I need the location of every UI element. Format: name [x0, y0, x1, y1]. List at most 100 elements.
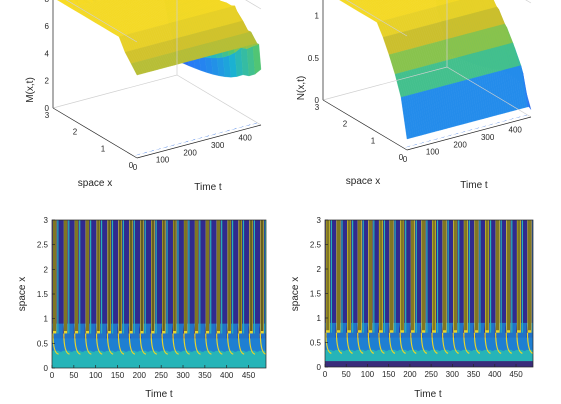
surface-body — [339, 0, 532, 148]
surface-body — [56, 0, 262, 156]
t-tick-label: 0 — [133, 163, 138, 172]
contour-curve — [505, 332, 513, 354]
contour-curve — [205, 333, 212, 355]
contour-band — [325, 361, 533, 367]
contour-curve — [237, 333, 245, 355]
contour-curve — [216, 333, 223, 355]
ripple-mark — [514, 116, 521, 119]
surface-axes — [52, 0, 262, 159]
contour-curve — [357, 332, 364, 354]
ripple-mark — [175, 142, 182, 145]
x-tick-label: 150 — [382, 370, 396, 379]
z-axis-label: M(x,t) — [25, 77, 36, 103]
x-tick-label: 100 — [361, 370, 375, 379]
surface-patch — [130, 62, 140, 76]
x-axis-line — [52, 107, 138, 159]
ripple-mark — [148, 149, 155, 153]
box-edge — [52, 74, 262, 126]
contour-plot-right: 0 50 100 150 200 250 300 350 400 450 0 0.5 1 1.5 2 2.5 3… — [290, 216, 534, 400]
x-axis-label: Time t — [414, 389, 442, 400]
contour-plot-left: 0 50 100 150 200 250 300 350 400 450 0 0.5 1 1.5 2 2.5 3… — [17, 216, 267, 400]
z-axis-label: N(x,t) — [296, 76, 307, 100]
t-axis-label: Time t — [194, 182, 222, 193]
x-tick-label: 150 — [111, 371, 125, 380]
x-axis-label: Time t — [145, 389, 173, 400]
y-tick-label: 0 — [44, 364, 49, 373]
ripple-mark — [452, 132, 459, 135]
x-tick-label: 0 — [323, 370, 328, 379]
t-tick-label: 300 — [481, 133, 495, 142]
t-tick-label: 400 — [509, 126, 523, 135]
contour-curve — [128, 333, 136, 355]
ripple-mark — [466, 129, 473, 132]
ripple-mark — [459, 130, 466, 134]
ripple-mark — [480, 125, 487, 128]
z-tick-label: 0 — [45, 104, 50, 113]
x-tick-label: 350 — [198, 371, 212, 380]
z-tick-label: 4 — [45, 49, 50, 58]
contour-curve — [194, 333, 201, 355]
contour-curve — [378, 332, 385, 354]
x-tick-label: 3 — [45, 111, 50, 120]
contour-curve — [473, 332, 481, 354]
contour-curve — [139, 333, 147, 355]
t-axis-line — [406, 116, 532, 151]
y-tick-label: 2 — [317, 265, 322, 274]
t-tick-label: 0 — [403, 155, 408, 164]
ripple-mark — [244, 124, 251, 127]
ripple-mark — [418, 141, 425, 145]
x-tick-label: 0 — [129, 161, 134, 170]
y-tick-label: 3 — [44, 216, 49, 225]
t-tick-label: 100 — [156, 156, 170, 165]
ripple-mark — [494, 121, 500, 124]
x-tick-label: 200 — [133, 371, 147, 380]
ripple-mark — [217, 131, 224, 134]
t-axis-label: Time t — [460, 180, 488, 191]
x-tick-label: 3 — [315, 103, 320, 112]
contour-curve — [410, 332, 417, 354]
t-tick-label: 100 — [426, 148, 440, 157]
ripple-mark — [169, 144, 175, 147]
x-tick-label: 450 — [509, 370, 523, 379]
contour-curve — [161, 333, 168, 355]
contour-curve — [367, 332, 375, 354]
t-axis-line — [136, 124, 262, 159]
ripple-mark — [162, 146, 168, 149]
contour-curve — [388, 332, 396, 354]
contour-curve — [420, 332, 428, 354]
x-tick-label: 0 — [50, 371, 55, 380]
ripple-mark — [141, 151, 148, 154]
x-tick-label: 200 — [403, 370, 417, 379]
contour-curve — [516, 332, 523, 354]
x-tick-label: 50 — [342, 370, 351, 379]
ripple-mark — [501, 119, 507, 123]
z-tick-label: 1 — [315, 12, 320, 21]
contour-curve — [74, 333, 81, 355]
contour-curve — [63, 333, 70, 355]
x-tick-label: 2 — [343, 120, 348, 129]
x-tick-label: 250 — [155, 371, 169, 380]
x-tick-label: 300 — [446, 370, 460, 379]
y-tick-label: 2.5 — [310, 241, 322, 250]
y-axis-label: space x — [290, 277, 301, 311]
x-tick-label: 1 — [371, 136, 376, 145]
contour-curve — [452, 332, 459, 354]
ripple-mark — [404, 145, 411, 148]
ripple-mark — [432, 138, 438, 141]
contour-curve — [431, 332, 438, 354]
x-tick-label: 0 — [399, 153, 404, 162]
contour-curve — [484, 332, 491, 354]
y-tick-label: 0.5 — [310, 339, 322, 348]
ripple-mark — [224, 129, 230, 132]
y-tick-label: 1 — [317, 314, 322, 323]
contour-curve — [526, 332, 533, 354]
ripple-mark — [196, 137, 203, 140]
t-tick-label: 400 — [239, 134, 253, 143]
y-tick-label: 2 — [44, 265, 49, 274]
y-tick-label: 1.5 — [37, 290, 49, 299]
contour-curve — [117, 333, 125, 355]
contour-curve — [85, 333, 92, 355]
x-axis-line — [322, 99, 408, 151]
x-tick-label: 100 — [89, 371, 103, 380]
surface-patch — [400, 96, 410, 140]
